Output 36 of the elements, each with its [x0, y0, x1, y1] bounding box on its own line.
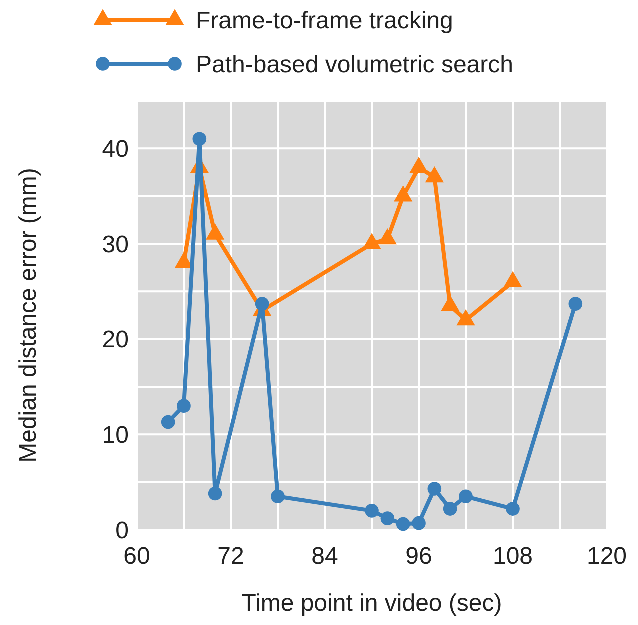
point — [365, 504, 379, 518]
point — [378, 228, 397, 245]
x-tick-label: 108 — [492, 543, 534, 570]
point — [206, 224, 225, 240]
point — [412, 516, 426, 530]
y-tick-label: 10 — [102, 422, 129, 450]
point — [506, 502, 520, 516]
point — [380, 512, 395, 526]
y-tick-label: 40 — [102, 136, 129, 164]
point — [271, 490, 285, 504]
legend-label: Path-based volumetric search — [196, 51, 514, 78]
x-tick-label: 120 — [586, 543, 628, 570]
point — [428, 482, 442, 496]
point — [394, 186, 413, 202]
point — [177, 399, 191, 413]
x-axis-title: Time point in video (sec) — [242, 590, 502, 617]
x-tick-label: 72 — [218, 543, 244, 570]
point — [456, 310, 476, 326]
point — [459, 490, 473, 504]
x-tick-label: 84 — [312, 543, 338, 570]
point — [443, 502, 458, 516]
legend-label: Frame-to-frame tracking — [196, 7, 454, 34]
y-tick-label: 20 — [102, 326, 129, 354]
point — [161, 415, 176, 430]
point — [396, 517, 410, 532]
point — [441, 295, 460, 312]
point — [504, 271, 522, 288]
point — [425, 166, 444, 183]
x-tick-label: 60 — [124, 543, 150, 570]
y-tick-label: 30 — [102, 231, 129, 258]
point — [362, 233, 382, 250]
y-axis-title: Median distance error (mm) — [15, 168, 42, 463]
point — [410, 156, 428, 174]
y-tick-label: 0 — [116, 517, 129, 544]
point — [208, 486, 222, 501]
x-tick-label: 96 — [406, 543, 432, 570]
